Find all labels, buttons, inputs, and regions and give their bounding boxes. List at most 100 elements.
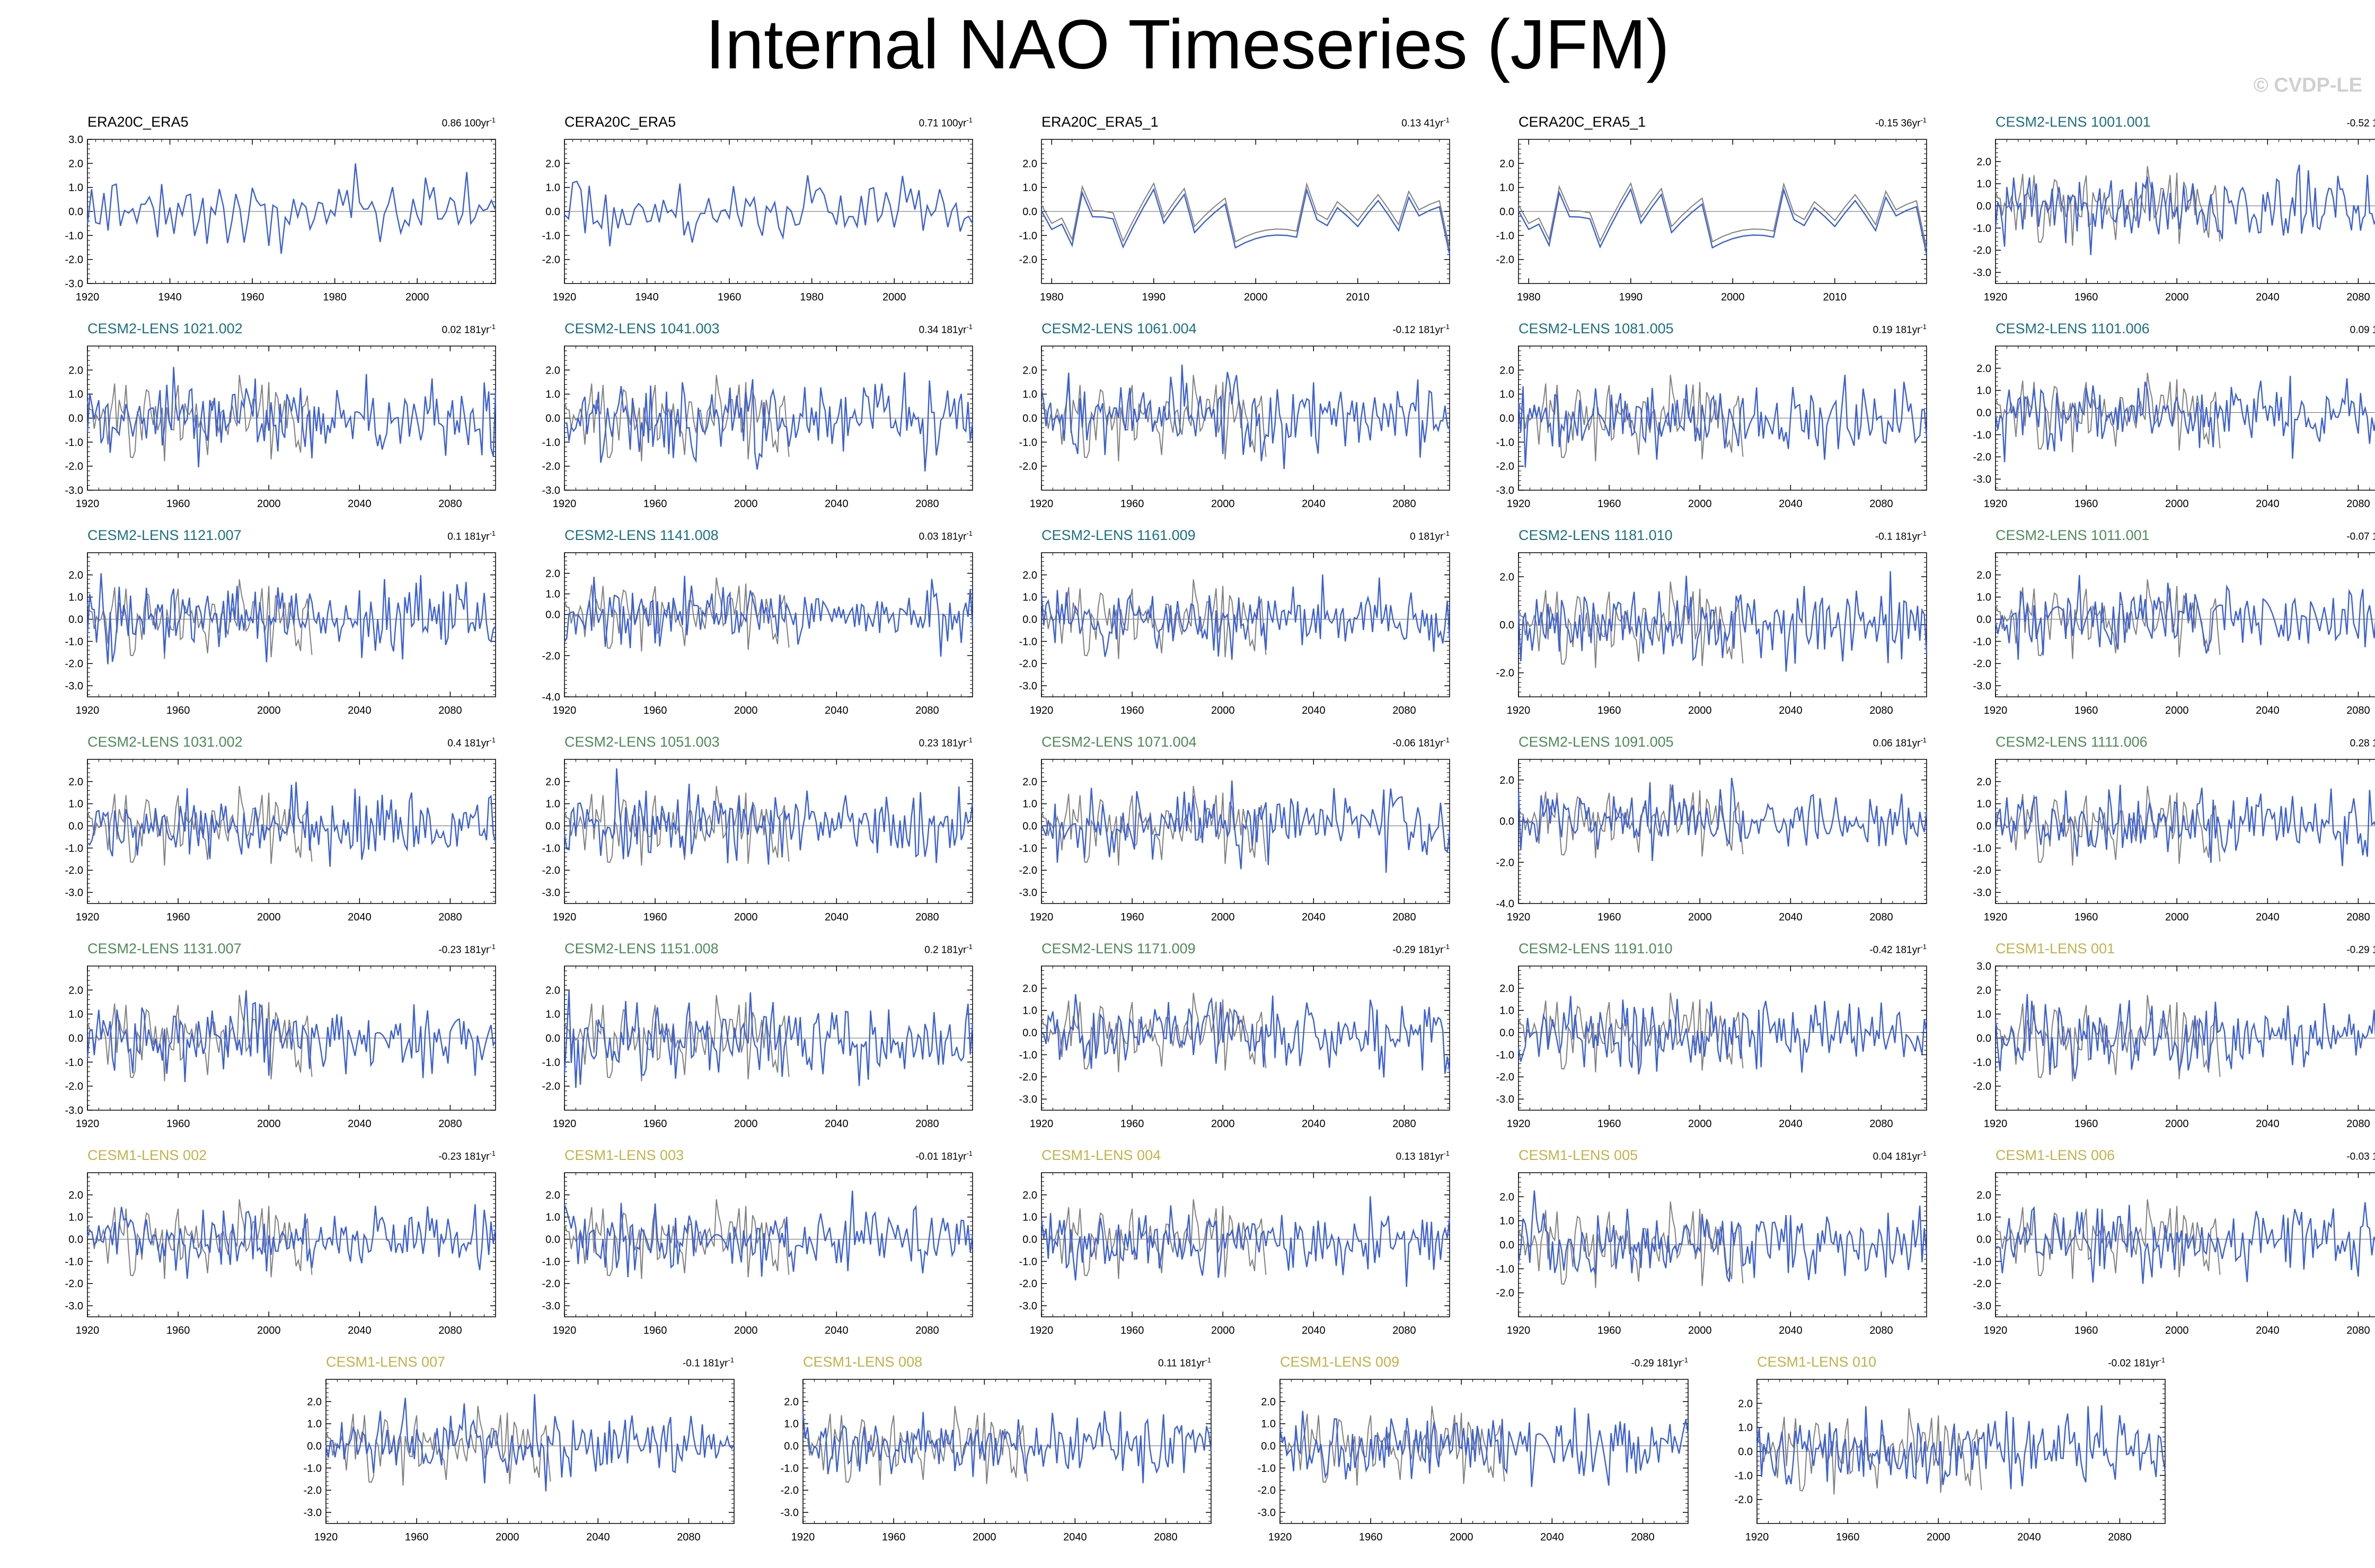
model-series-line: [802, 1411, 1212, 1483]
x-tick-label: 2080: [2346, 291, 2370, 303]
x-tick-label: 2000: [1211, 911, 1235, 923]
plot-frame: [564, 759, 973, 904]
model-series-line: [86, 163, 497, 254]
panel-trend: 0.11 181yr-1: [1158, 1356, 1211, 1369]
y-tick-label: 1.0: [1022, 1005, 1037, 1017]
chart-panel: CESM2-LENS 1161.009 0 181yr-1 -3.0 -2.0 -1.0…: [999, 527, 1455, 723]
chart-plot: -3.0 -2.0 -1.0 0.0 1.0 2.0 1920 1960 2000 2040 208…: [1973, 759, 2375, 923]
y-tick-label: -2.0: [65, 658, 83, 670]
y-tick-label: 2.0: [1976, 776, 1991, 788]
y-tick-label: 0.0: [1738, 1446, 1753, 1458]
chart-panel: CESM2-LENS 1181.010 -0.1 181yr-1 -2.0 0.0 2.…: [1476, 527, 1932, 723]
y-tick-label: -3.0: [1019, 1300, 1037, 1312]
chart-panel: CESM2-LENS 1031.002 0.4 181yr-1 -3.0 -2.0 -1…: [45, 734, 501, 930]
x-tick-label: 2000: [734, 1325, 758, 1336]
panel-title: CESM1-LENS 005: [1518, 1147, 1638, 1163]
model-series-line: [1994, 164, 2375, 255]
y-tick-label: 1.0: [1022, 1212, 1037, 1224]
y-tick-label: 2.0: [1738, 1398, 1753, 1410]
chart-panel: CESM2-LENS 1051.003 0.23 181yr-1 -3.0 -2.0-…: [522, 734, 978, 930]
x-tick-label: 1960: [1597, 1118, 1621, 1130]
chart-panel: CESM2-LENS 1141.008 0.03 181yr-1 -4.0 -2.0 0…: [522, 527, 978, 723]
y-tick-label: -1.0: [1973, 636, 1991, 648]
y-tick-label: -1.0: [1019, 636, 1037, 648]
chart-plot: -3.0 -2.0 -1.0 0.0 1.0 2.0 1920 1960 2000 2040 208…: [65, 552, 496, 716]
x-tick-label: 1960: [1359, 1531, 1383, 1543]
y-tick-label: -1.0: [542, 1256, 560, 1268]
y-tick-label: 1.0: [1976, 799, 1991, 810]
observed-series-line: [564, 375, 790, 462]
x-tick-label: 2040: [1302, 911, 1326, 923]
x-tick-label: 1960: [643, 705, 667, 716]
x-tick-label: 1960: [2074, 291, 2098, 303]
panel-trend: 0.23 181yr-1: [919, 736, 973, 749]
y-tick-label: 2.0: [1499, 365, 1514, 376]
x-tick-label: 1990: [1619, 291, 1643, 303]
y-tick-label: -3.0: [1496, 485, 1514, 497]
chart-panel: CESM2-LENS 1011.001 -0.07 181yr-1 -3.0 -2.0…: [1953, 527, 2375, 723]
x-tick-label: 1920: [1268, 1531, 1292, 1543]
panel-trend: -0.52 181yr-1: [2346, 118, 2375, 129]
panel-title: CESM2-LENS 1021.002: [87, 321, 243, 336]
panel-trend: 0.02 181yr-1: [442, 323, 496, 336]
y-tick-label: -1.0: [542, 1057, 560, 1068]
chart-panel: CESM2-LENS 1191.010 -0.42 181yr-1 -3.0 -2.0…: [1476, 941, 1932, 1137]
x-tick-label: 2080: [915, 911, 939, 923]
y-tick-label: -3.0: [65, 1105, 83, 1117]
model-series-line: [1040, 1196, 1451, 1287]
panel-trend: 0 181yr-1: [1410, 529, 1450, 543]
y-tick-label: 1.0: [545, 589, 560, 600]
x-tick-label: 1920: [76, 1118, 100, 1130]
y-tick-label: -3.0: [1973, 474, 1991, 485]
x-tick-label: 1960: [718, 291, 741, 303]
model-series-line: [86, 573, 496, 665]
y-tick-label: 0.0: [68, 821, 83, 832]
x-tick-label: 2080: [1869, 911, 1893, 923]
y-tick-label: -3.0: [65, 887, 83, 899]
y-tick-label: -2.0: [1973, 1278, 1991, 1290]
x-tick-label: 2080: [915, 1325, 939, 1336]
x-tick-label: 1920: [1507, 911, 1531, 923]
chart-panel: CESM1-LENS 010 -0.02 181yr-1 -2.0 -1.0 0.0 1.…: [1715, 1354, 2170, 1550]
panel-title: CESM2-LENS 1111.006: [1996, 734, 2148, 750]
panel-title: ERA20C_ERA5_1: [1041, 114, 1159, 130]
y-tick-label: 0.0: [1261, 1441, 1276, 1452]
y-tick-label: -2.0: [1019, 461, 1037, 473]
y-tick-label: 0.0: [1976, 1033, 1991, 1044]
y-tick-label: 2.0: [1499, 158, 1514, 170]
chart-plot: -4.0 -2.0 0.0 2.0 1920 1960 2000 2040 2080: [1496, 759, 1928, 923]
x-tick-label: 2040: [1779, 1325, 1803, 1336]
x-tick-label: 2040: [586, 1531, 610, 1543]
y-tick-label: 0.0: [1499, 413, 1514, 424]
y-tick-label: -1.0: [1496, 230, 1514, 242]
x-tick-label: 2040: [825, 1118, 849, 1130]
x-tick-label: 2040: [2256, 705, 2280, 716]
x-tick-label: 1920: [1984, 911, 2008, 923]
x-tick-label: 1960: [1120, 705, 1144, 716]
y-tick-label: -2.0: [1496, 668, 1514, 679]
x-tick-label: 2040: [2256, 911, 2280, 923]
y-tick-label: -2.0: [65, 461, 83, 473]
panel-trend: 0.34 181yr-1: [919, 323, 973, 336]
y-tick-label: -1.0: [1973, 223, 1991, 234]
panel-trend: -0.29 181yr-1: [2346, 944, 2375, 956]
panel-trend: 0.86 100yr-1: [442, 116, 496, 129]
x-tick-label: 2080: [915, 498, 939, 510]
panel-title: CESM2-LENS 1191.010: [1518, 941, 1673, 956]
y-tick-label: 1.0: [68, 592, 83, 604]
y-tick-label: 1.0: [68, 1212, 83, 1224]
x-tick-label: 1980: [1517, 291, 1541, 303]
y-tick-label: -2.0: [1973, 451, 1991, 463]
y-tick-label: -2.0: [1735, 1494, 1753, 1506]
y-tick-label: 3.0: [68, 134, 83, 146]
x-tick-label: 2040: [825, 498, 849, 510]
panel-trend: -0.29 181yr-1: [1631, 1356, 1688, 1369]
panel-title: CESM2-LENS 1151.008: [564, 941, 719, 956]
x-tick-label: 2080: [2346, 911, 2370, 923]
model-series-line: [86, 1204, 497, 1279]
chart-panel: CESM2-LENS 1121.007 0.1 181yr-1 -3.0 -2.0 -1…: [45, 527, 501, 723]
y-tick-label: 1.0: [784, 1419, 799, 1430]
y-tick-label: -1.0: [1496, 1049, 1514, 1061]
x-tick-label: 1960: [643, 1118, 667, 1130]
